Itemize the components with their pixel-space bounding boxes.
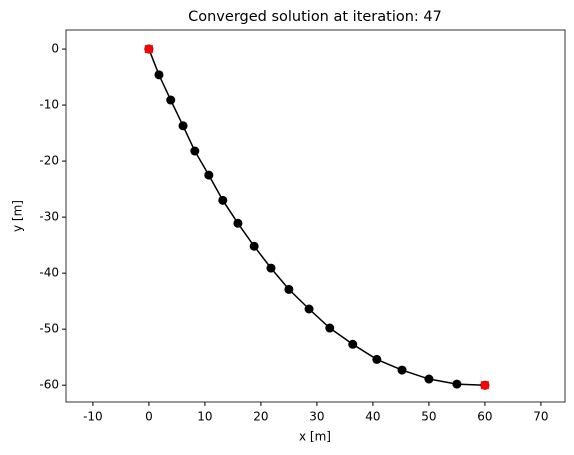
y-tick-label: -50 [39,322,59,336]
series-line [148,48,485,386]
chart-title: Converged solution at iteration: 47 [188,9,442,25]
x-tick-label: 20 [253,410,268,424]
marker [304,304,314,314]
x-tick-label: 0 [145,410,153,424]
axes-frame [65,29,566,403]
marker [397,365,407,375]
marker [452,379,462,389]
x-tick-label: 70 [533,410,548,424]
marker [249,241,259,251]
x-axis-label: x [m] [299,430,331,444]
marker [348,339,358,349]
x-tick-label: 10 [197,410,212,424]
x-tick-label: -10 [83,410,103,424]
y-axis-label: y [m] [11,200,25,232]
marker [166,95,176,105]
marker [190,146,200,156]
marker [233,218,243,228]
marker [480,381,489,390]
y-tick-label: -60 [39,378,59,392]
marker [284,284,294,294]
x-tick-label: 40 [365,410,380,424]
marker [144,45,153,54]
marker [204,170,214,180]
marker [154,70,164,80]
y-tick-label: 0 [51,42,59,56]
y-tick-label: -20 [39,154,59,168]
y-tick-label: -40 [39,266,59,280]
marker [178,121,188,131]
marker [266,263,276,273]
marker [325,323,335,333]
y-tick-label: -30 [39,210,59,224]
x-tick-label: 30 [309,410,324,424]
marker [218,195,228,205]
y-tick-label: -10 [39,98,59,112]
marker [424,374,434,384]
x-tick-label: 50 [421,410,436,424]
marker [372,354,382,364]
x-tick-label: 60 [477,410,492,424]
